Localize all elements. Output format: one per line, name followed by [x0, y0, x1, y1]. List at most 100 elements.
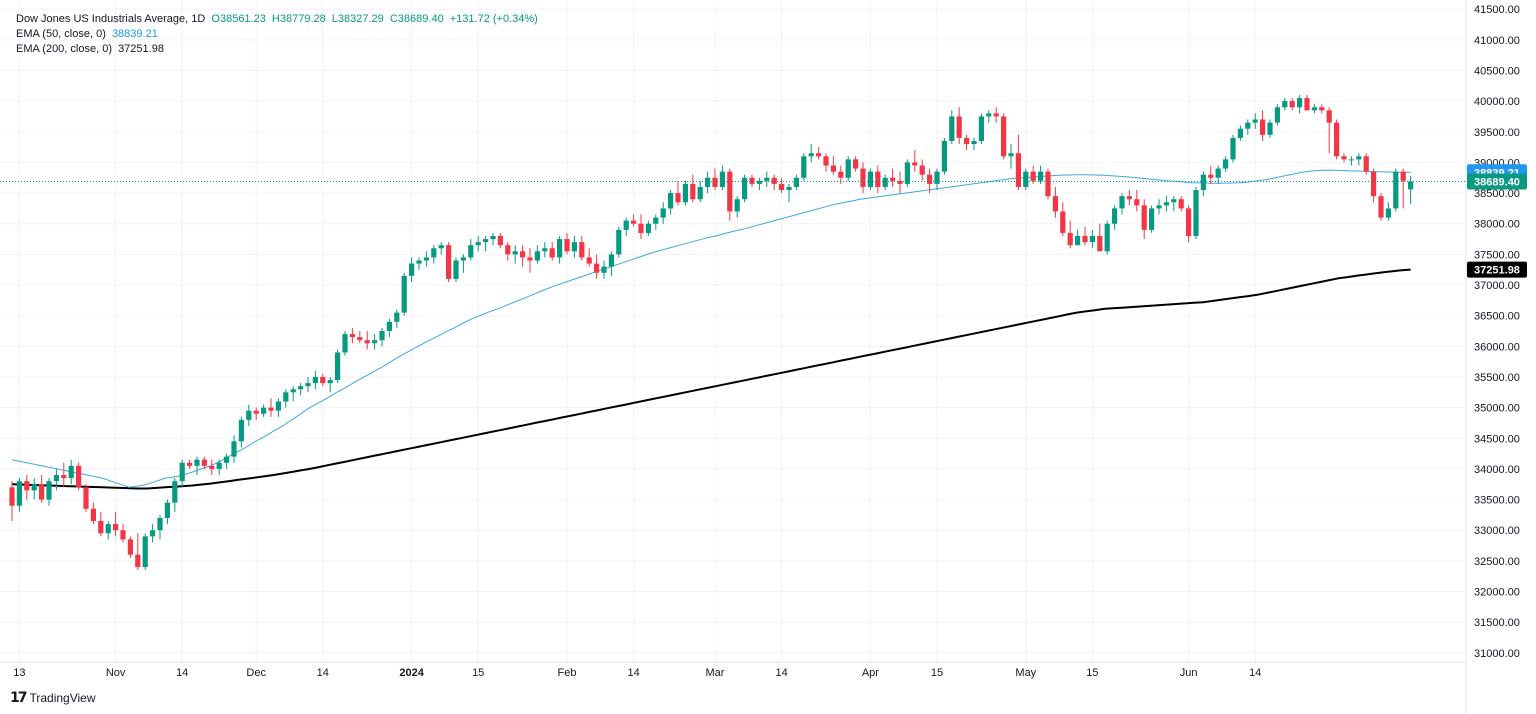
candle [1060, 202, 1066, 236]
last-price-tag-text: 38689.40 [1474, 176, 1520, 188]
candle [238, 416, 244, 448]
candle [39, 475, 45, 503]
candle [668, 190, 674, 215]
candle [386, 318, 392, 338]
candle-body [1326, 110, 1332, 123]
candle-body [224, 456, 230, 463]
price-axis-label: 32500.00 [1474, 556, 1520, 568]
candle-body [83, 487, 89, 509]
candle-body [201, 459, 207, 466]
candle-body [61, 475, 67, 479]
candle-body [1082, 235, 1088, 243]
time-axis-label: 14 [176, 667, 188, 679]
candle-body [261, 407, 267, 414]
candle [1237, 125, 1243, 141]
candle-body [756, 180, 762, 184]
candle-body [1230, 137, 1236, 160]
candle [1356, 153, 1362, 166]
legend-ema200-row[interactable]: EMA (200, close, 0) 37251.98 [16, 42, 541, 57]
candle-body [1186, 208, 1192, 236]
price-axis[interactable]: 31000.00 31500.00 32000.00 32500.00 33000.00… [1465, 0, 1520, 714]
candle-body [1378, 196, 1384, 218]
candle [453, 257, 459, 282]
legend-open: O38561.23 [211, 13, 266, 25]
candle [986, 110, 992, 123]
candle-body [956, 116, 962, 138]
candle-body [638, 223, 644, 233]
candle [268, 398, 274, 417]
candle-body [76, 465, 82, 488]
candle-body [986, 113, 992, 117]
candle [231, 435, 237, 463]
candle-body [1385, 208, 1391, 218]
candle [209, 459, 215, 476]
candle [1267, 119, 1273, 138]
candle-body [1015, 153, 1021, 187]
candle-body [16, 481, 22, 506]
legend-ema200-label: EMA (200, close, 0) [16, 43, 112, 55]
candle [1082, 226, 1088, 246]
candle [653, 214, 659, 230]
candle-body [616, 229, 622, 255]
time-axis[interactable]: 13 Nov 14 Dec 14 2024 15 Feb 14 Mar 14 Apr 15 May 15 Ju… [0, 661, 1466, 679]
candle-body [690, 183, 696, 200]
candle [705, 171, 711, 194]
candle [734, 196, 740, 218]
candle-body [172, 481, 178, 503]
candle-body [1126, 196, 1132, 200]
candle [298, 383, 304, 396]
legend-ema50-row[interactable]: EMA (50, close, 0) 38839.21 [16, 27, 541, 42]
candle [31, 478, 37, 500]
candle [53, 468, 59, 491]
candle [527, 248, 533, 273]
legend-close: C38689.40 [389, 13, 444, 25]
candle [964, 134, 970, 151]
candle-body [705, 177, 711, 187]
candle [1008, 144, 1014, 169]
candle-body [120, 530, 126, 540]
candle-body [1134, 199, 1140, 206]
tradingview-logo-text: TradingView [29, 691, 96, 705]
candle [1200, 171, 1206, 197]
candle [468, 239, 474, 261]
candle [534, 245, 540, 264]
candle [623, 217, 629, 236]
tradingview-logo[interactable]: 17 TradingView [10, 689, 96, 707]
candle-body [808, 153, 814, 157]
candle-body [90, 508, 96, 522]
candle [912, 150, 918, 172]
candle [1289, 98, 1295, 111]
time-axis-label: 15 [1086, 667, 1098, 679]
candle [1334, 119, 1340, 160]
candle [1023, 168, 1029, 191]
candle [416, 257, 422, 270]
candle-body [1356, 156, 1362, 160]
candle [1208, 165, 1214, 184]
candle [135, 533, 141, 571]
candle-body [483, 239, 489, 243]
candle [105, 521, 111, 540]
candle-body [1149, 208, 1155, 230]
candle-body [1260, 119, 1266, 135]
candle-body [1223, 159, 1229, 169]
candle [594, 254, 600, 279]
candle [1230, 134, 1236, 163]
candle [305, 376, 311, 393]
candle-body [364, 340, 370, 344]
candle-body [1341, 156, 1347, 160]
candle [113, 511, 119, 537]
candle [882, 174, 888, 191]
candle [1341, 153, 1347, 163]
candle-body [1304, 98, 1310, 111]
candle-body [675, 193, 681, 203]
candle-body [764, 177, 770, 181]
candle [1282, 98, 1288, 111]
candle-body [1334, 122, 1340, 157]
candle [372, 334, 378, 350]
candle [423, 251, 429, 267]
candle [1149, 205, 1155, 233]
candle-body [1252, 119, 1258, 123]
candle [61, 462, 67, 488]
candle-body [1274, 107, 1280, 123]
